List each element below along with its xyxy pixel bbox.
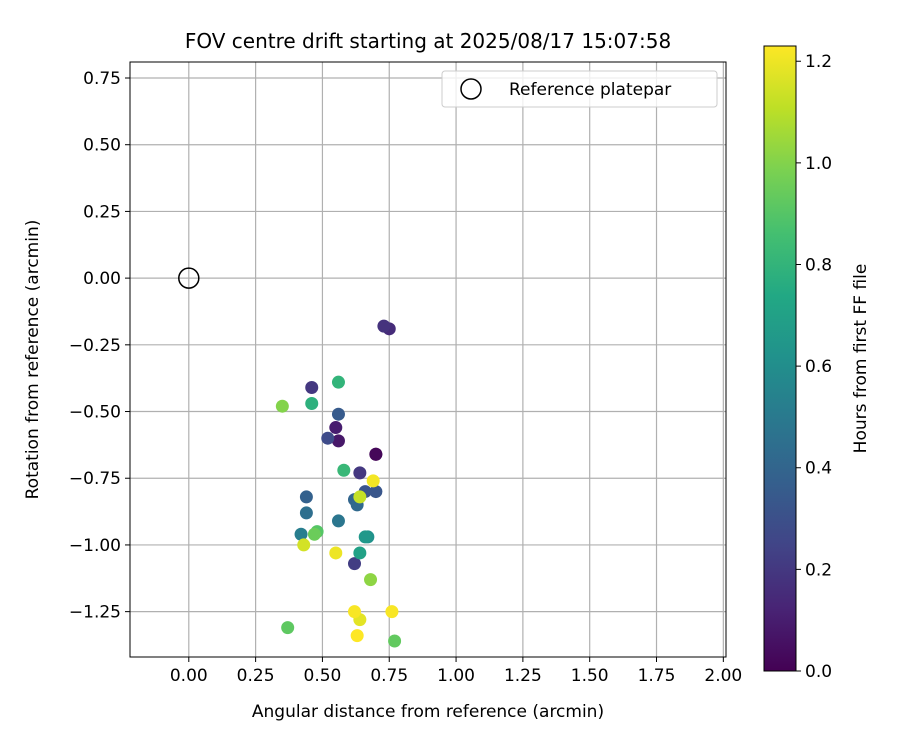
y-tick-label: −1.00	[69, 536, 121, 556]
y-axis-ticks: 0.75 0.50 0.25 0.00 −0.25 −0.50 −0.75 −1.00 −1.2…	[69, 69, 130, 623]
scatter-point	[350, 629, 364, 643]
scatter-point	[329, 546, 343, 560]
scatter-point	[364, 573, 378, 587]
y-tick-label: −0.75	[69, 469, 121, 489]
colorbar-tick-label: 0.6	[805, 357, 832, 377]
y-tick-label: −0.50	[69, 403, 121, 423]
colorbar-frame	[763, 45, 797, 672]
grid-lines	[130, 62, 726, 657]
x-tick-label: 1.50	[571, 666, 609, 686]
colorbar-label: Hours from first FF file	[851, 264, 871, 454]
x-tick-label: 0.50	[304, 666, 342, 686]
reference-point-marker	[178, 267, 200, 289]
scatter-point	[353, 490, 367, 504]
scatter-point	[388, 634, 402, 648]
colorbar: 0.0 0.2 0.4 0.6 0.8 1.0 1.2 Hours from first F…	[763, 45, 871, 682]
scatter-point	[331, 375, 345, 389]
y-tick-label: −1.25	[69, 603, 121, 623]
x-tick-label: 0.00	[170, 666, 208, 686]
scatter-point	[331, 434, 345, 448]
scatter-point	[299, 490, 313, 504]
scatter-point	[331, 514, 345, 528]
y-tick-label: 0.00	[83, 269, 121, 289]
y-tick-label: 0.50	[83, 136, 121, 156]
x-axis-ticks: 0.00 0.25 0.50 0.75 1.00 1.25 1.50 1.75 2.00	[170, 657, 742, 686]
scatter-point	[353, 546, 367, 560]
y-tick-label: −0.25	[69, 336, 121, 356]
scatter-point	[329, 421, 343, 435]
legend-label: Reference platepar	[509, 80, 671, 100]
x-tick-label: 1.75	[638, 666, 676, 686]
scatter-point	[275, 399, 289, 413]
x-axis-label: Angular distance from reference (arcmin)	[252, 702, 604, 722]
scatter-point	[377, 319, 391, 333]
y-tick-label: 0.75	[83, 69, 121, 89]
colorbar-tick-label: 0.0	[805, 662, 832, 682]
y-axis-label: Rotation from reference (arcmin)	[23, 220, 43, 500]
reference-layer	[178, 267, 200, 289]
scatter-point	[348, 557, 362, 571]
colorbar-ticks: 0.0 0.2 0.4 0.6 0.8 1.0 1.2	[796, 52, 832, 682]
scatter-point	[385, 605, 399, 619]
y-tick-label: 0.25	[83, 202, 121, 222]
colorbar-tick-label: 0.8	[805, 255, 832, 275]
x-tick-label: 1.00	[437, 666, 475, 686]
scatter-point	[369, 447, 383, 461]
scatter-point	[353, 466, 367, 480]
data-points	[275, 319, 402, 648]
legend-marker-open-circle	[460, 78, 482, 100]
scatter-point	[321, 431, 335, 445]
scatter-point	[294, 527, 308, 541]
colorbar-tick-label: 1.0	[805, 154, 832, 174]
legend: Reference platepar	[441, 70, 718, 108]
scatter-point	[307, 527, 321, 541]
scatter-point	[297, 538, 311, 552]
x-tick-label: 2.00	[704, 666, 742, 686]
scatter-point	[305, 381, 319, 395]
colorbar-tick-label: 0.4	[805, 459, 832, 479]
scatter-point	[281, 621, 295, 635]
plot-frame	[129, 61, 727, 658]
scatter-point	[348, 605, 362, 619]
scatter-point	[337, 463, 351, 477]
legend-box	[441, 70, 718, 108]
scatter-point	[331, 407, 345, 421]
scatter-point	[366, 474, 380, 488]
x-tick-label: 1.25	[504, 666, 542, 686]
scatter-point	[358, 530, 372, 544]
chart-title: FOV centre drift starting at 2025/08/17 …	[185, 29, 671, 53]
x-tick-label: 0.75	[370, 666, 408, 686]
x-tick-label: 0.25	[237, 666, 275, 686]
scatter-point	[305, 397, 319, 411]
scatter-point	[369, 485, 383, 499]
colorbar-tick-label: 1.2	[805, 52, 832, 72]
scatter-point	[299, 506, 313, 520]
colorbar-tick-label: 0.2	[805, 560, 832, 580]
colorbar-gradient	[764, 46, 796, 671]
